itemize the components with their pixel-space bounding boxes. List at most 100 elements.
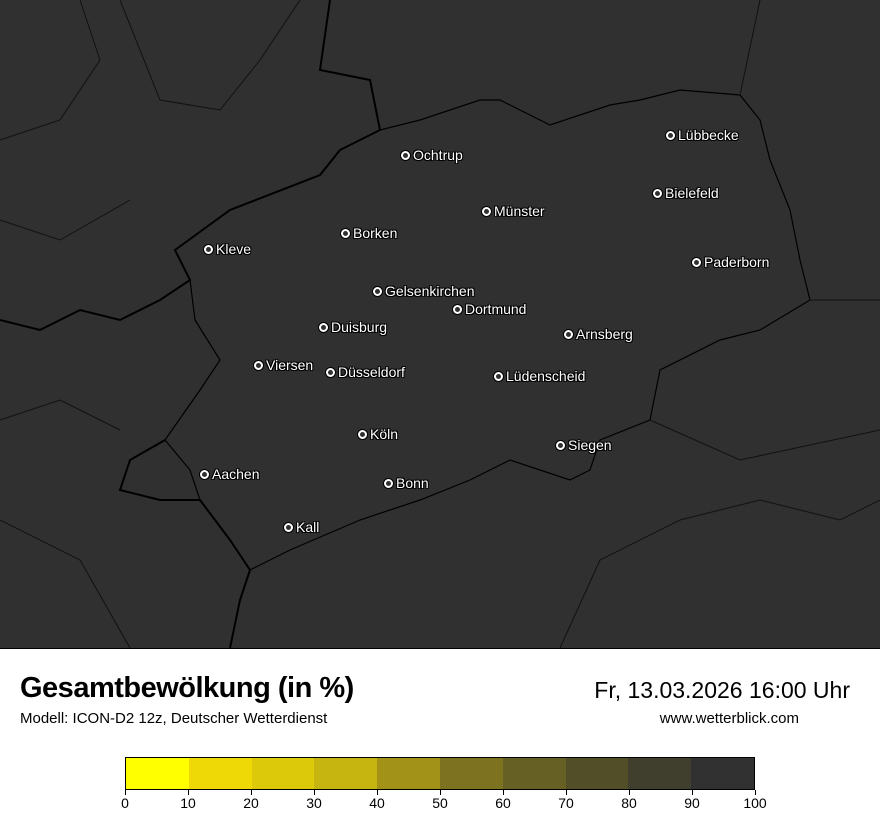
city-marker[interactable]: Duisburg	[319, 319, 387, 335]
legend-tick-label: 70	[558, 795, 574, 811]
legend-tick-mark	[503, 790, 504, 795]
city-dot-icon	[453, 304, 462, 314]
city-dot-icon	[653, 188, 662, 198]
city-marker[interactable]: Lübbecke	[666, 127, 739, 143]
city-label: Lübbecke	[678, 127, 739, 143]
region-borders	[0, 0, 880, 648]
city-marker[interactable]: Paderborn	[692, 254, 769, 270]
legend-swatch	[314, 758, 378, 789]
city-marker[interactable]: Köln	[358, 426, 398, 442]
legend-tick-label: 60	[495, 795, 511, 811]
border-lines	[0, 0, 880, 648]
city-label: Köln	[370, 426, 399, 442]
city-dot-icon	[482, 206, 491, 216]
legend-tick-label: 100	[743, 795, 767, 811]
city-label: Münster	[494, 203, 545, 219]
city-dot-icon	[341, 228, 350, 238]
forecast-datetime: Fr, 13.03.2026 16:00 Uhr	[594, 677, 850, 703]
city-dot-icon	[373, 286, 382, 296]
city-marker[interactable]: Borken	[341, 225, 397, 241]
city-dot-icon	[358, 429, 367, 439]
city-marker[interactable]: Ochtrup	[401, 147, 463, 163]
city-label: Ochtrup	[413, 147, 463, 163]
city-label: Bonn	[396, 475, 429, 491]
city-label: Aachen	[212, 466, 260, 482]
legend-tick-label: 90	[684, 795, 700, 811]
city-marker[interactable]: Viersen	[254, 357, 313, 373]
legend-swatch	[565, 758, 629, 789]
legend-tick-mark	[125, 790, 126, 795]
city-label: Siegen	[568, 437, 612, 453]
city-marker[interactable]: Düsseldorf	[326, 364, 405, 380]
website-link[interactable]: www.wetterblick.com	[659, 710, 799, 727]
city-label: Lüdenscheid	[506, 368, 586, 384]
city-label: Kall	[296, 519, 320, 535]
legend-tick-mark	[566, 790, 567, 795]
city-label: Dortmund	[465, 301, 527, 317]
legend-tick-label: 10	[180, 795, 196, 811]
city-dot-icon	[200, 469, 209, 479]
city-label: Paderborn	[704, 254, 770, 270]
city-dot-icon	[494, 371, 503, 381]
city-marker[interactable]: Siegen	[556, 437, 612, 453]
city-dot-icon	[666, 130, 675, 140]
city-label: Duisburg	[331, 319, 388, 335]
color-legend	[125, 757, 755, 790]
city-marker[interactable]: Arnsberg	[564, 326, 633, 342]
legend-tick-label: 40	[369, 795, 385, 811]
legend-tick-mark	[377, 790, 378, 795]
city-label: Gelsenkirchen	[385, 283, 475, 299]
city-dot-icon	[204, 244, 213, 254]
legend-tick-mark	[440, 790, 441, 795]
legend-swatch	[126, 758, 189, 789]
national-border	[0, 0, 382, 332]
model-source: Modell: ICON-D2 12z, Deutscher Wetterdie…	[20, 710, 328, 727]
legend-swatch	[628, 758, 692, 789]
city-dot-icon	[384, 478, 393, 488]
city-dot-icon	[319, 322, 328, 332]
city-dot-icon	[564, 329, 573, 339]
legend-tick-mark	[314, 790, 315, 795]
city-marker[interactable]: Gelsenkirchen	[373, 283, 475, 299]
city-marker[interactable]: Aachen	[200, 466, 259, 482]
city-marker[interactable]: Bielefeld	[653, 185, 719, 201]
legend-tick-mark	[251, 790, 252, 795]
legend-tick-label: 80	[621, 795, 637, 811]
legend-swatch	[251, 758, 315, 789]
legend-swatch	[188, 758, 252, 789]
legend-tick-mark	[629, 790, 630, 795]
city-dot-icon	[284, 522, 293, 532]
city-dot-icon	[556, 440, 565, 450]
city-marker[interactable]: Dortmund	[453, 301, 526, 317]
legend-swatch	[439, 758, 503, 789]
city-label: Borken	[353, 225, 398, 241]
nrw-border	[164, 89, 811, 571]
city-dot-icon	[254, 360, 263, 370]
legend-swatch	[691, 758, 754, 789]
city-marker[interactable]: Lüdenscheid	[494, 368, 585, 384]
city-label: Düsseldorf	[338, 364, 405, 380]
city-label: Kleve	[216, 241, 252, 257]
city-marker[interactable]: Kall	[284, 519, 319, 535]
city-dot-icon	[692, 257, 701, 267]
legend-swatch	[502, 758, 566, 789]
city-dot-icon	[401, 150, 410, 160]
city-marker[interactable]: Bonn	[384, 475, 429, 491]
legend-tick-label: 20	[243, 795, 259, 811]
legend-tick-mark	[692, 790, 693, 795]
legend-tick-mark	[755, 790, 756, 795]
city-label: Viersen	[266, 357, 314, 373]
legend-tick-mark	[188, 790, 189, 795]
legend-swatch	[377, 758, 440, 789]
map-title: Gesamtbewölkung (in %)	[20, 672, 354, 704]
national-border-south	[118, 439, 252, 648]
legend-tick-label: 30	[306, 795, 322, 811]
weather-map[interactable]: Lübbecke Ochtrup Bielefeld Münster Borken Kle…	[0, 0, 880, 649]
legend-tick-label: 50	[432, 795, 448, 811]
city-label: Arnsberg	[576, 326, 633, 342]
city-marker[interactable]: Kleve	[204, 241, 251, 257]
city-marker[interactable]: Münster	[482, 203, 545, 219]
city-dot-icon	[326, 367, 335, 377]
city-label: Bielefeld	[665, 185, 719, 201]
legend-tick-label: 0	[121, 795, 129, 811]
